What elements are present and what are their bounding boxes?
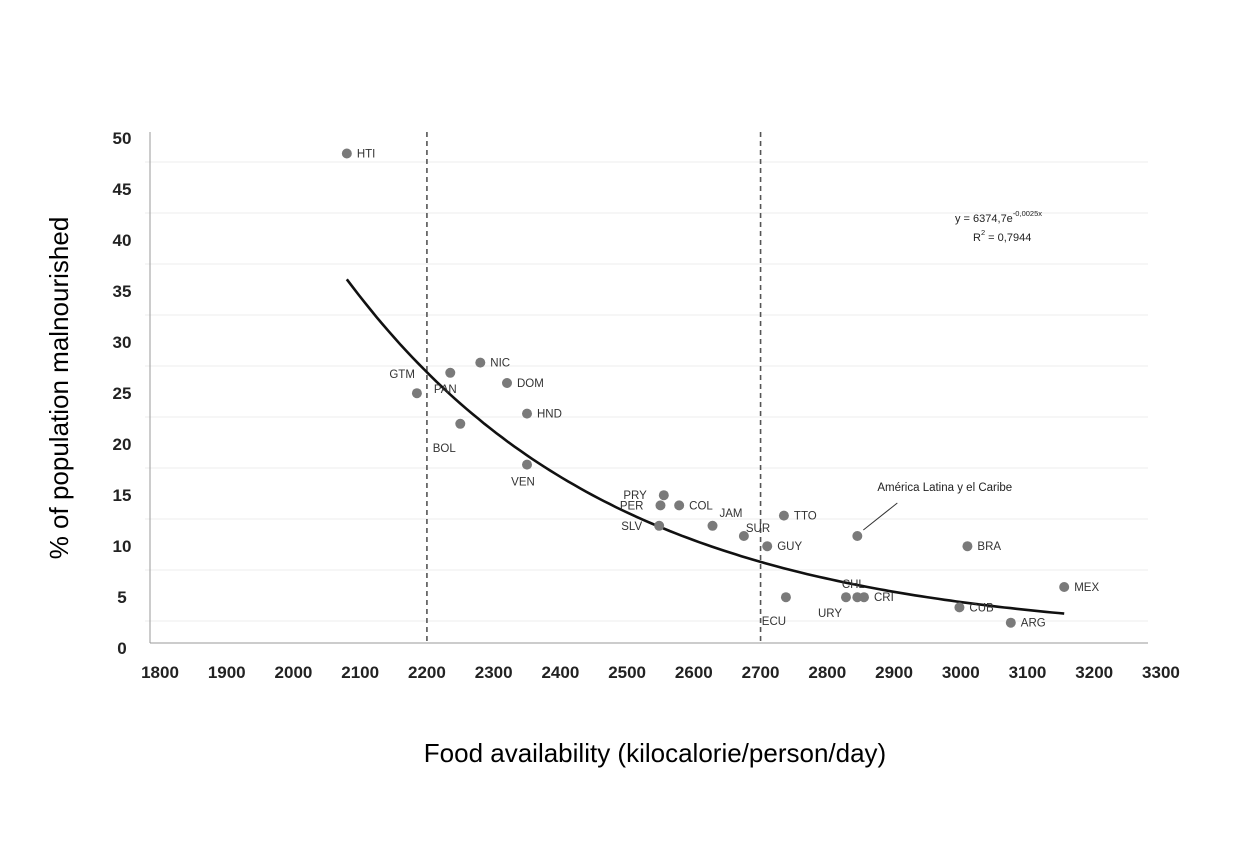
y-tick-labels: 0 5 10 15 20 25 30 35 40 45 50: [113, 129, 132, 658]
data-points: [341, 148, 1070, 628]
y-tick-label: 45: [113, 180, 132, 199]
data-point: [658, 490, 669, 501]
axes: [149, 132, 1148, 644]
data-point: [840, 592, 851, 603]
data-point: [522, 459, 533, 470]
point-label: PRY: [623, 490, 647, 502]
data-point: [445, 367, 456, 378]
x-tick-label: 1800: [141, 663, 179, 682]
y-tick-label: 50: [113, 129, 132, 148]
y-tick-label: 35: [113, 282, 132, 301]
data-point: [762, 541, 773, 552]
trend-equation: y = 6374,7e-0,0025x: [955, 209, 1042, 225]
data-point: [962, 541, 973, 552]
point-label: MEX: [1074, 582, 1099, 594]
data-point: [1005, 617, 1016, 628]
point-label: SUR: [746, 523, 770, 535]
trend-r-squared: R2 = 0,7944: [973, 228, 1031, 244]
data-point: [475, 357, 486, 368]
point-label: BRA: [977, 541, 1001, 553]
point-label: CUB: [969, 602, 994, 614]
x-tick-label: 2900: [875, 663, 913, 682]
y-tick-label: 20: [113, 435, 132, 454]
data-point: [780, 592, 791, 603]
x-tick-label: 3200: [1075, 663, 1113, 682]
point-label: HTI: [357, 149, 376, 161]
x-tick-label: 2000: [275, 663, 313, 682]
x-tick-label: 2600: [675, 663, 713, 682]
data-point: [655, 500, 666, 511]
point-label: PER: [620, 500, 644, 512]
y-tick-label: 25: [113, 384, 132, 403]
data-point: [1059, 582, 1070, 592]
point-label: URY: [818, 608, 842, 620]
x-tick-label: 3100: [1009, 663, 1047, 682]
x-tick-label: 2700: [742, 663, 780, 682]
data-point: [859, 592, 870, 603]
point-label: VEN: [511, 477, 535, 489]
data-point: [501, 378, 512, 388]
point-label: GUY: [777, 541, 802, 553]
x-tick-label: 2200: [408, 663, 446, 682]
point-label: SLV: [621, 521, 642, 533]
point-label: HND: [537, 409, 562, 421]
data-point: [778, 510, 789, 521]
x-tick-label: 1900: [208, 663, 246, 682]
x-tick-label: 2100: [341, 663, 379, 682]
point-label: América Latina y el Caribe: [877, 482, 1012, 494]
point-label: BOL: [433, 443, 457, 455]
point-label: ECU: [762, 616, 786, 628]
point-label: CRI: [874, 592, 894, 604]
x-tick-label: 2400: [541, 663, 579, 682]
reference-lines: [426, 132, 762, 643]
point-label: ARG: [1021, 618, 1046, 630]
x-axis-title: Food availability (kilocalorie/person/da…: [424, 738, 886, 768]
data-point: [707, 520, 718, 531]
point-label: JAM: [720, 508, 743, 520]
data-point: [674, 500, 685, 511]
trend-curve: [345, 278, 1065, 615]
y-tick-label: 30: [113, 333, 132, 352]
y-tick-label: 40: [113, 231, 132, 250]
y-axis-title: % of population malnourished: [44, 217, 74, 560]
point-label: GTM: [389, 369, 415, 381]
point-label: TTO: [794, 511, 817, 523]
x-tick-label: 2800: [808, 663, 846, 682]
data-point: [738, 531, 749, 541]
y-tick-label: 10: [113, 537, 132, 556]
point-label: DOM: [517, 378, 544, 390]
data-point: [522, 408, 533, 419]
gridlines: [145, 161, 1148, 622]
point-label: NIC: [490, 358, 510, 370]
point-label: COL: [689, 500, 713, 512]
data-point: [411, 388, 422, 399]
data-point: [654, 520, 665, 531]
x-tick-label: 3000: [942, 663, 980, 682]
point-label: PAN: [434, 384, 457, 396]
x-tick-label: 2300: [475, 663, 513, 682]
trendline: [345, 278, 1065, 615]
y-tick-label: 15: [113, 486, 132, 505]
point-label: CHL: [842, 579, 866, 591]
x-tick-labels: 1800 1900 2000 2100 2200 2300 2400 2500 2600 2700…: [141, 663, 1180, 682]
data-point: [954, 602, 965, 613]
data-point: [455, 418, 466, 429]
data-point: [852, 531, 863, 541]
y-tick-label: 5: [117, 588, 126, 607]
y-tick-label: 0: [117, 639, 126, 658]
x-tick-label: 2500: [608, 663, 646, 682]
callout-line: [863, 502, 898, 531]
x-tick-label: 3300: [1142, 663, 1180, 682]
data-point: [341, 148, 352, 159]
